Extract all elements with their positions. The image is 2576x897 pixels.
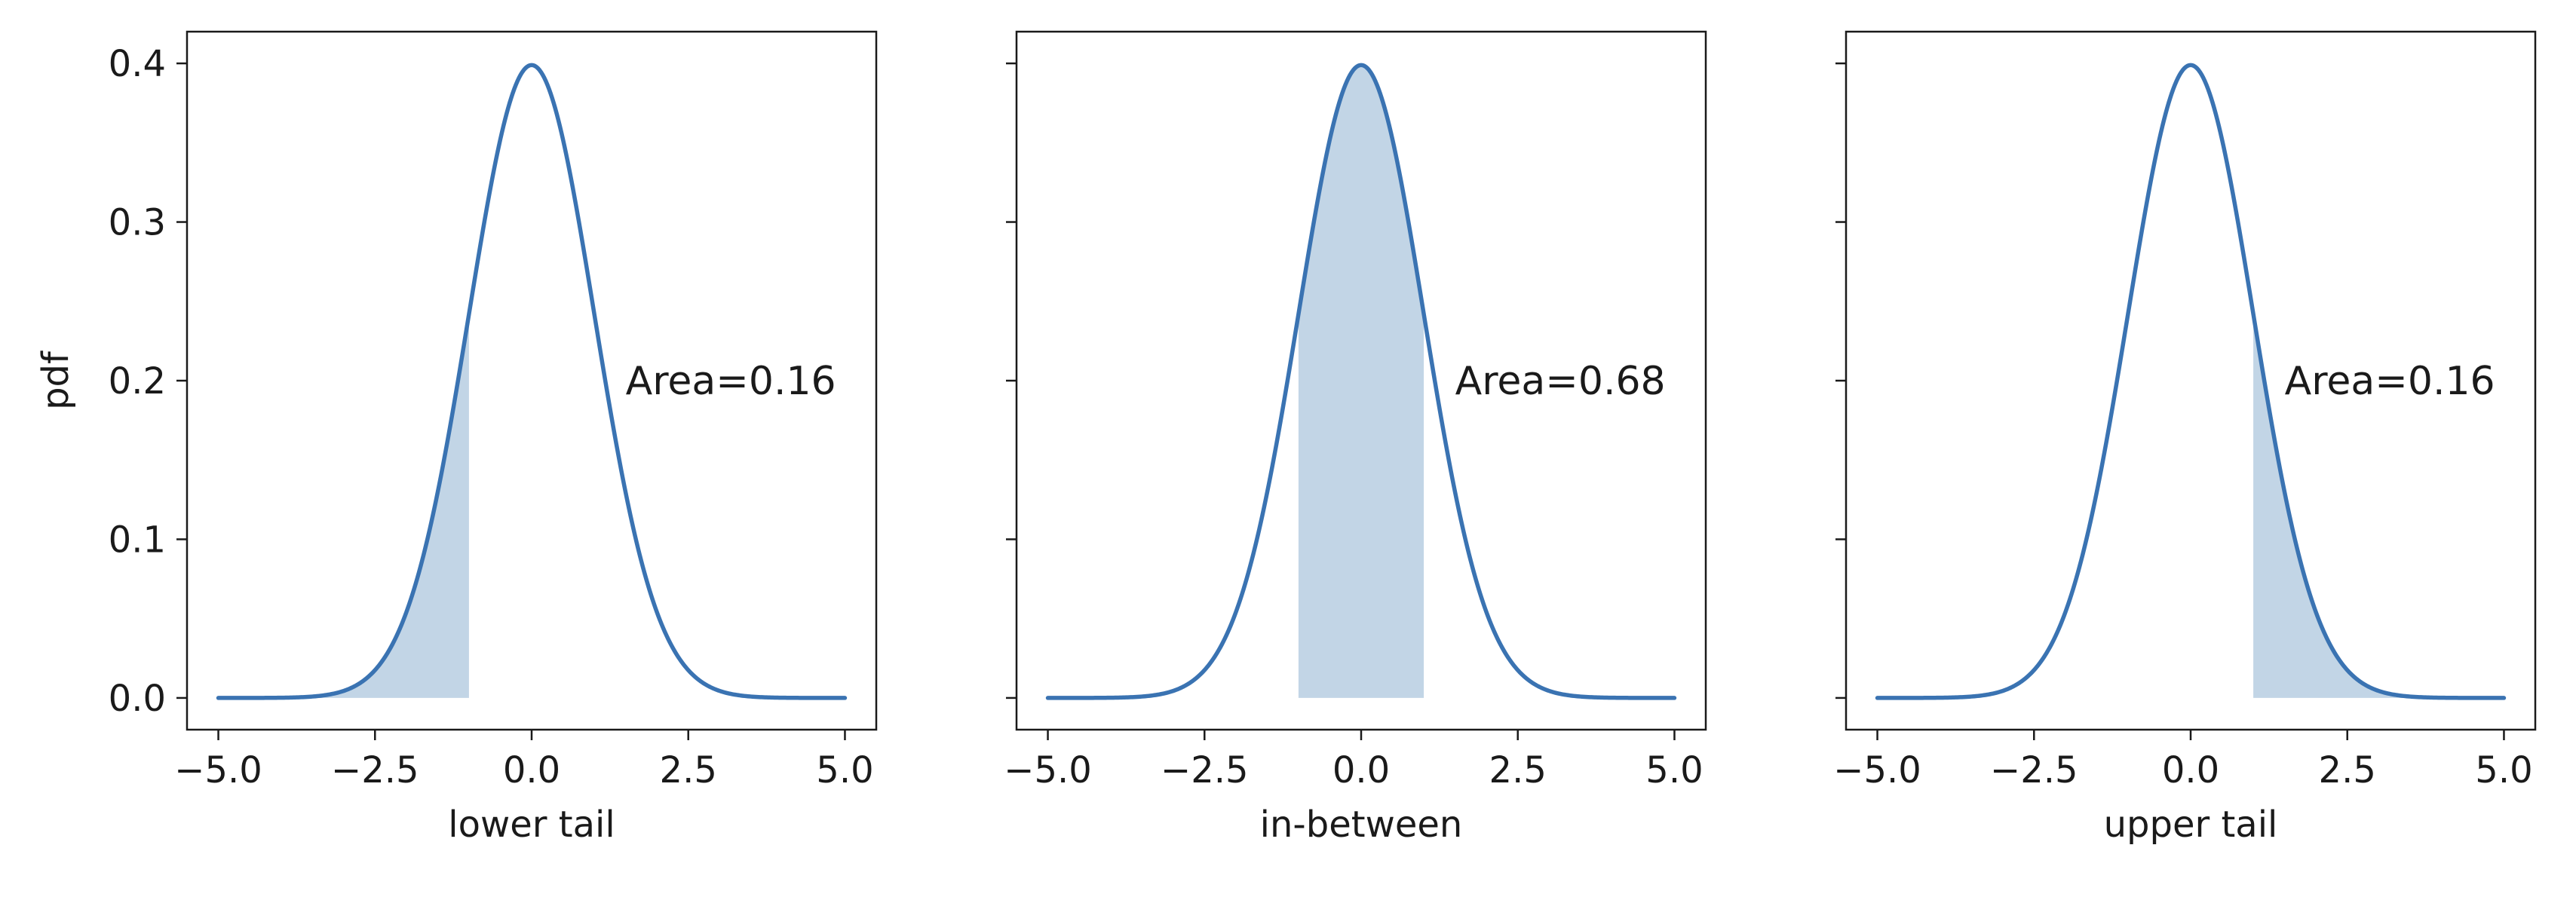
y-tick-label: 0.4 (109, 43, 166, 85)
x-tick-label: 5.0 (2475, 749, 2532, 791)
pdf-line (1875, 63, 2507, 700)
y-tick-label: 0.3 (109, 202, 166, 244)
x-tick-label: 0.0 (1332, 749, 1390, 791)
pdf-line (1045, 63, 1677, 700)
y-tick-label: 0.2 (109, 360, 166, 403)
shaded-area (218, 314, 469, 698)
pdf-line (216, 63, 848, 700)
subplot-2: −5.0 −2.5 0.0 2.5 5.0 in-between Area=0.68 (1004, 30, 1707, 846)
x-axis-label: in-between (1260, 804, 1463, 846)
subplot-3: −5.0 −2.5 0.0 2.5 5.0 upper tail Area=0.16 (1833, 30, 2537, 846)
x-tick-label: −5.0 (1004, 749, 1092, 791)
x-tick-label: 2.5 (1489, 749, 1547, 791)
x-tick-label: −5.0 (1833, 749, 1921, 791)
y-tick-label: 0.1 (109, 519, 166, 561)
area-annotation: Area=0.16 (626, 359, 836, 404)
y-tick-label: 0.0 (109, 678, 166, 720)
y-axis-label: pdf (35, 351, 77, 410)
shaded-area (2253, 314, 2504, 698)
x-tick-label: −5.0 (174, 749, 262, 791)
subplot-1: −5.0 −2.5 0.0 2.5 5.0 0.0 0.1 0.2 0.3 0.4 lower ta… (35, 30, 878, 846)
x-tick-label: 2.5 (660, 749, 717, 791)
x-tick-label: 5.0 (816, 749, 873, 791)
x-tick-label: 0.0 (503, 749, 560, 791)
area-annotation: Area=0.68 (1455, 359, 1666, 404)
x-tick-label: −2.5 (1990, 749, 2078, 791)
x-axis-label: upper tail (2104, 804, 2278, 846)
x-tick-label: 5.0 (1645, 749, 1703, 791)
x-tick-label: −2.5 (1161, 749, 1249, 791)
shaded-area (1298, 65, 1424, 698)
x-tick-label: 0.0 (2162, 749, 2219, 791)
area-annotation: Area=0.16 (2285, 359, 2495, 404)
x-tick-label: 2.5 (2319, 749, 2376, 791)
x-axis-label: lower tail (448, 804, 615, 846)
x-tick-label: −2.5 (331, 749, 419, 791)
